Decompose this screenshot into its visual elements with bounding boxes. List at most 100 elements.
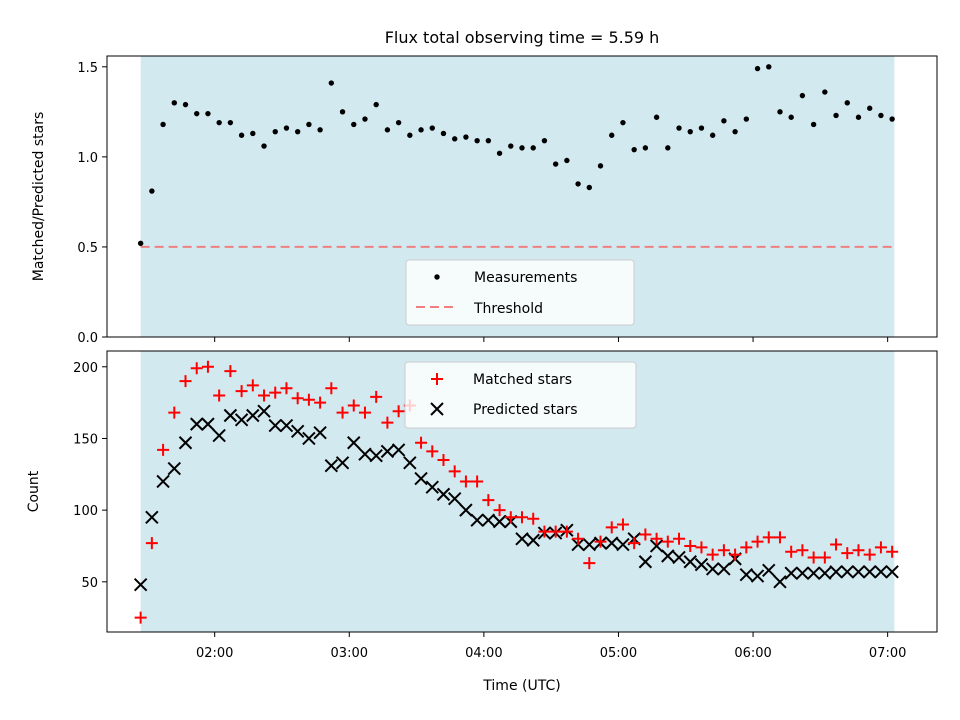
measurement-point	[709, 132, 716, 138]
measurement-point	[216, 119, 222, 126]
measurement-point	[698, 125, 705, 131]
predicted-star-point	[447, 491, 462, 506]
matched-star-point	[830, 538, 843, 551]
legend-matched-marker	[431, 373, 443, 385]
measurement-point	[597, 163, 604, 169]
matched-star-point	[841, 547, 854, 560]
predicted-star-point	[638, 555, 653, 569]
measurement-point	[485, 137, 492, 144]
measurement-point	[799, 92, 806, 99]
matched-star-point	[616, 518, 629, 531]
predicted-star-point	[470, 513, 484, 527]
predicted-star-point	[391, 443, 406, 457]
legend-predicted-label: Predicted stars	[473, 402, 578, 418]
matched-star-point	[201, 360, 214, 373]
measurement-point	[261, 143, 267, 149]
predicted-star-point	[481, 513, 496, 527]
predicted-star-point	[661, 549, 675, 563]
measurement-point	[620, 119, 626, 126]
measurement-point	[530, 145, 536, 151]
measurement-point	[788, 114, 794, 120]
measurement-point	[463, 134, 469, 140]
predicted-star-point	[246, 408, 260, 423]
predicted-star-point	[526, 533, 540, 547]
matched-star-point	[358, 406, 371, 419]
top-y-tick-label: 1.5	[77, 61, 98, 76]
predicted-star-point	[605, 536, 619, 550]
measurement-point	[732, 128, 738, 135]
top-y-tick-label: 1.0	[77, 151, 98, 166]
predicted-star-point	[672, 550, 686, 565]
measurement-point	[250, 130, 256, 137]
matched-star-point	[336, 406, 349, 419]
measurement-point	[474, 137, 480, 144]
matched-star-point	[415, 436, 428, 449]
measurement-point	[283, 125, 290, 131]
bottom-panel-frame	[106, 350, 938, 633]
matched-star-point	[168, 406, 181, 419]
predicted-star-point	[268, 418, 282, 433]
predicted-star-point	[683, 555, 697, 569]
matched-star-point	[471, 475, 484, 488]
measurement-point	[149, 188, 155, 194]
measurement-point	[743, 116, 750, 122]
matched-star-point	[448, 465, 461, 478]
measurement-point	[754, 65, 761, 72]
predicted-star-point	[201, 417, 215, 431]
measurement-point	[609, 132, 615, 138]
matched-star-point	[258, 389, 271, 402]
predicted-star-point	[190, 417, 204, 431]
predicted-star-point	[145, 510, 159, 525]
top-legend: Measurements Threshold	[405, 259, 635, 326]
predicted-star-point	[750, 569, 765, 583]
measurement-point	[867, 105, 873, 111]
measurement-point	[137, 240, 144, 247]
bottom-x-tick-label: 06:00	[734, 646, 771, 661]
matched-star-point	[762, 531, 775, 544]
measurement-point	[351, 121, 357, 128]
predicted-star-point	[649, 539, 664, 553]
top-legend-box	[405, 259, 635, 326]
matched-star-point	[594, 535, 607, 548]
matched-star-point	[639, 528, 652, 541]
measurement-point	[272, 128, 278, 135]
measurement-point	[328, 80, 335, 86]
matched-star-point	[818, 551, 831, 564]
matched-star-point	[291, 392, 304, 405]
legend-measurements-marker	[434, 274, 440, 280]
bottom-y-tick-label: 50	[81, 576, 98, 591]
matched-star-point	[560, 525, 573, 538]
matched-star-point	[157, 443, 170, 456]
matched-star-point	[347, 399, 360, 412]
measurement-point	[687, 128, 693, 135]
measurement-point	[429, 125, 435, 131]
matched-star-point	[628, 537, 641, 550]
matched-star-point	[134, 611, 147, 624]
measurement-point	[564, 157, 570, 164]
matched-star-point	[673, 532, 686, 545]
legend-matched-label: Matched stars	[473, 372, 572, 388]
matched-star-point	[852, 544, 865, 557]
predicted-star-point	[492, 514, 507, 529]
matched-star-point	[516, 511, 528, 524]
matched-star-point	[807, 551, 820, 564]
bottom-x-tick-label: 02:00	[196, 646, 233, 661]
measurement-point	[339, 109, 346, 115]
matched-star-point	[325, 382, 338, 395]
matched-star-point	[661, 535, 674, 548]
measurement-point	[418, 127, 424, 133]
bottom-y-tick-label: 150	[73, 432, 98, 447]
bottom-x-tick-label: 05:00	[600, 646, 637, 661]
matched-star-point	[695, 541, 708, 554]
top-x-ticks	[214, 337, 889, 342]
bottom-y-axis-label: Count	[26, 470, 42, 512]
predicted-star-point	[324, 458, 339, 473]
measurement-point	[227, 119, 234, 126]
measurement-point	[575, 181, 581, 187]
matched-star-point	[314, 396, 327, 409]
top-y-axis: 0.0 0.5 1.0 1.5	[77, 61, 107, 346]
predicted-star-point	[436, 487, 451, 502]
predicted-star-point	[784, 566, 798, 580]
predicted-star-point	[313, 426, 327, 440]
